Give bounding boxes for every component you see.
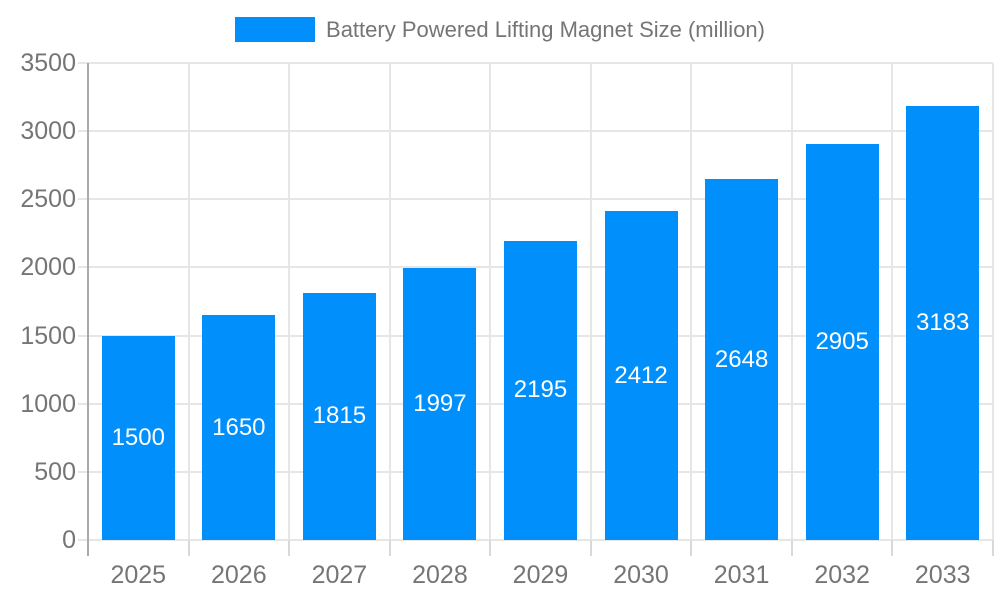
x-tick-mark xyxy=(790,540,793,556)
y-tick-label: 500 xyxy=(34,457,76,486)
y-gridline xyxy=(88,539,993,541)
y-tick-mark xyxy=(78,334,88,337)
y-axis-line xyxy=(87,63,89,556)
bar-value-label: 2648 xyxy=(714,345,769,373)
y-tick-label: 2500 xyxy=(20,185,76,214)
y-gridline xyxy=(88,130,993,133)
x-tick-label-2031: 2031 xyxy=(713,561,770,589)
x-tick-label-2030: 2030 xyxy=(613,561,669,589)
x-tick-label-2033: 2033 xyxy=(914,561,971,589)
x-gridline xyxy=(288,63,291,540)
y-tick-mark xyxy=(78,402,88,405)
x-gridline xyxy=(891,63,894,540)
bar-2029[interactable]: 2195 xyxy=(504,240,577,540)
bar-value-label: 2195 xyxy=(513,376,568,404)
y-tick-mark xyxy=(78,539,88,541)
x-tick-mark xyxy=(690,540,693,556)
x-tick-mark xyxy=(891,540,894,556)
x-tick-label-2032: 2032 xyxy=(814,561,870,589)
bar-value-label: 2905 xyxy=(815,328,869,356)
x-tick-label-2028: 2028 xyxy=(412,561,468,589)
bar-value-label: 1997 xyxy=(413,389,467,417)
bar-value-label: 1500 xyxy=(111,423,165,451)
bar-value-label: 2412 xyxy=(614,361,668,389)
y-tick-label: 3000 xyxy=(20,117,76,146)
legend-swatch-icon[interactable] xyxy=(235,17,316,42)
y-tick-mark xyxy=(78,130,88,133)
y-gridline xyxy=(88,62,993,64)
x-gridline xyxy=(690,63,693,540)
y-tick-mark xyxy=(78,62,88,64)
y-tick-label: 1500 xyxy=(20,321,76,350)
y-tick-label: 3500 xyxy=(20,49,76,77)
x-gridline xyxy=(992,63,994,540)
x-gridline xyxy=(388,63,391,540)
legend[interactable]: Battery Powered Lifting Magnet Size (mil… xyxy=(0,17,1000,42)
bar-value-label: 1815 xyxy=(312,402,367,430)
y-gridline xyxy=(88,198,993,201)
bar-2030[interactable]: 2412 xyxy=(604,211,678,540)
x-tick-label-2026: 2026 xyxy=(211,561,267,589)
y-tick-label: 2000 xyxy=(20,253,76,282)
x-tick-mark xyxy=(288,540,291,556)
x-tick-mark xyxy=(489,540,492,556)
bar-2027[interactable]: 1815 xyxy=(302,292,376,540)
x-tick-mark xyxy=(388,540,391,556)
x-tick-label-2027: 2027 xyxy=(311,561,368,589)
x-gridline xyxy=(790,63,793,540)
x-tick-mark xyxy=(589,540,592,556)
y-tick-mark xyxy=(78,470,88,473)
bar-value-label: 3183 xyxy=(916,309,970,337)
bar-2028[interactable]: 1997 xyxy=(403,267,477,540)
y-tick-label: 0 xyxy=(62,526,76,554)
legend-label: Battery Powered Lifting Magnet Size (mil… xyxy=(326,17,765,42)
x-tick-label-2029: 2029 xyxy=(512,561,569,589)
bar-2033[interactable]: 3183 xyxy=(906,106,980,540)
x-gridline xyxy=(187,63,190,540)
x-tick-mark xyxy=(187,540,190,556)
bar-value-label: 1650 xyxy=(212,413,266,441)
bar-2032[interactable]: 2905 xyxy=(805,144,879,540)
bar-2031[interactable]: 2648 xyxy=(705,179,779,540)
bar-2026[interactable]: 1650 xyxy=(202,315,276,540)
y-tick-mark xyxy=(78,266,88,269)
y-tick-label: 1000 xyxy=(20,389,76,418)
x-tick-label-2025: 2025 xyxy=(110,561,167,589)
bar-2025[interactable]: 1500 xyxy=(101,335,175,540)
y-tick-mark xyxy=(78,198,88,201)
plot-area: 0 500 1000 1500 2000 2500 3000 3500 1500 2025 1650… xyxy=(20,49,994,589)
x-tick-mark xyxy=(992,540,994,556)
x-gridline xyxy=(589,63,592,540)
x-gridline xyxy=(489,63,492,540)
